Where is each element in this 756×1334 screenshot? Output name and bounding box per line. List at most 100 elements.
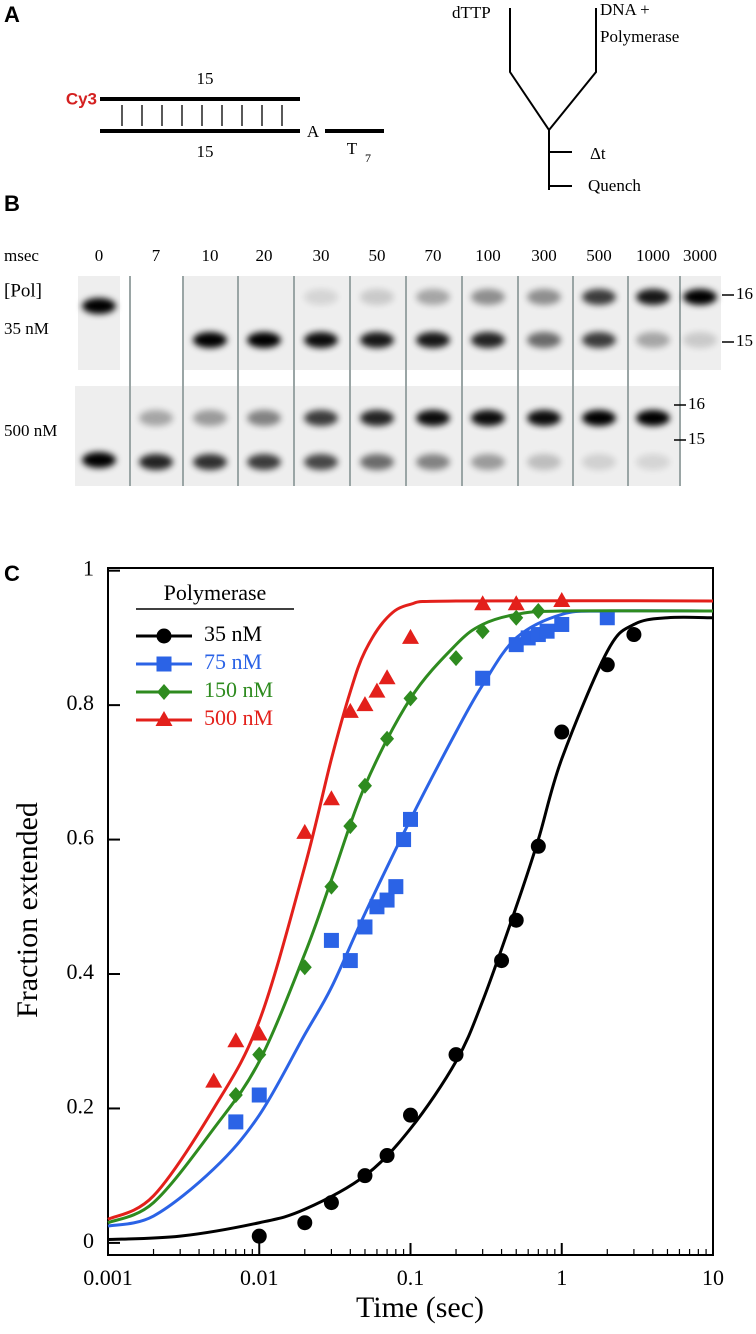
- size-marker: 15: [688, 429, 705, 448]
- marker: [448, 1047, 464, 1063]
- lane-label: 50: [369, 246, 386, 265]
- gel-band: [582, 410, 616, 426]
- gel-band: [527, 410, 561, 426]
- lane-label: 300: [531, 246, 557, 265]
- marker: [553, 591, 571, 607]
- fit-line: [107, 599, 714, 1221]
- gel-band: [193, 332, 227, 348]
- y-tick-label: 0.2: [67, 1094, 95, 1119]
- legend-label: 75 nM: [204, 649, 262, 674]
- row-label: 35 nM: [4, 319, 49, 338]
- gel-band: [416, 410, 450, 426]
- marker: [356, 696, 374, 712]
- marker: [322, 790, 340, 806]
- gel-band: [416, 454, 450, 470]
- template-subscript: 7: [365, 151, 371, 165]
- x-tick-label: 10: [702, 1265, 724, 1290]
- panel-label: C: [4, 561, 20, 586]
- gel-band: [304, 454, 338, 470]
- template-label: T: [347, 139, 358, 158]
- panel-label: B: [4, 191, 20, 216]
- strand-length: 15: [197, 142, 214, 161]
- gel-band: [471, 410, 505, 426]
- y-tick-label: 0.4: [67, 959, 95, 984]
- gel-band: [360, 289, 394, 305]
- marker: [508, 912, 524, 928]
- size-marker: 16: [688, 394, 705, 413]
- marker: [252, 1046, 267, 1063]
- lane-label: 30: [313, 246, 330, 265]
- step-label: Δt: [590, 144, 606, 163]
- marker: [323, 1195, 339, 1211]
- marker: [380, 730, 395, 747]
- gel-band: [527, 332, 561, 348]
- gel-band: [471, 454, 505, 470]
- marker: [378, 669, 396, 685]
- marker: [402, 628, 419, 644]
- marker: [324, 878, 339, 895]
- gel-band: [304, 289, 338, 305]
- marker: [228, 1114, 244, 1130]
- legend-marker: [156, 628, 172, 644]
- legend-marker: [157, 684, 171, 700]
- legend-label: 500 nM: [204, 705, 273, 730]
- lane-label: 70: [425, 246, 442, 265]
- marker: [357, 919, 373, 935]
- marker: [507, 595, 525, 611]
- x-tick-label: 0.01: [240, 1265, 279, 1290]
- reagent-label: DNA +: [600, 0, 650, 19]
- fit-line: [107, 609, 714, 1228]
- fit-line: [107, 615, 714, 1242]
- y-tick-label: 1: [83, 556, 94, 581]
- size-marker: 16: [736, 284, 753, 303]
- x-tick-label: 0.001: [83, 1265, 133, 1290]
- marker: [530, 838, 546, 854]
- marker: [296, 823, 314, 839]
- legend-label: 150 nM: [204, 677, 273, 702]
- gel-band: [139, 410, 173, 426]
- marker: [626, 627, 642, 643]
- x-tick-label: 1: [556, 1265, 567, 1290]
- marker: [554, 724, 570, 740]
- marker: [297, 959, 312, 976]
- marker: [396, 832, 412, 848]
- gel-band: [636, 332, 670, 348]
- marker: [539, 623, 555, 639]
- gel-background: [183, 276, 721, 370]
- lane-label: 20: [256, 246, 273, 265]
- gel-band: [360, 410, 394, 426]
- marker: [251, 1228, 267, 1244]
- marker: [251, 1087, 267, 1103]
- dna-duplex: [100, 97, 384, 133]
- gel-band: [82, 452, 116, 468]
- legend-marker: [155, 711, 173, 726]
- gel-band: [582, 454, 616, 470]
- gel-band: [527, 454, 561, 470]
- marker: [403, 1107, 418, 1123]
- size-marker: 15: [736, 331, 753, 350]
- marker: [297, 1215, 313, 1231]
- legend-title: Polymerase: [164, 580, 267, 605]
- gel-band: [636, 454, 670, 470]
- marker: [403, 690, 418, 707]
- y-tick-label: 0.8: [67, 690, 95, 715]
- gel-band: [193, 410, 227, 426]
- gel-band: [360, 454, 394, 470]
- marker: [250, 1025, 268, 1041]
- gel-band: [416, 332, 450, 348]
- base-label: A: [307, 122, 320, 141]
- gel-band: [636, 410, 670, 426]
- marker: [341, 702, 359, 718]
- lane-label: 7: [152, 246, 161, 265]
- lane-label: 10: [202, 246, 219, 265]
- reagent-label: Polymerase: [600, 27, 679, 46]
- y-tick-label: 0: [83, 1228, 94, 1253]
- gel-band: [82, 298, 116, 314]
- marker: [368, 682, 386, 698]
- dye-label: Cy3: [66, 89, 97, 108]
- y-axis-label: Fraction extended: [11, 802, 44, 1018]
- marker: [323, 932, 339, 948]
- marker: [403, 811, 418, 827]
- gel: 0 7 10 20 30 50 70 100 300 500 1000 3000 16 15 16 15: [75, 246, 753, 486]
